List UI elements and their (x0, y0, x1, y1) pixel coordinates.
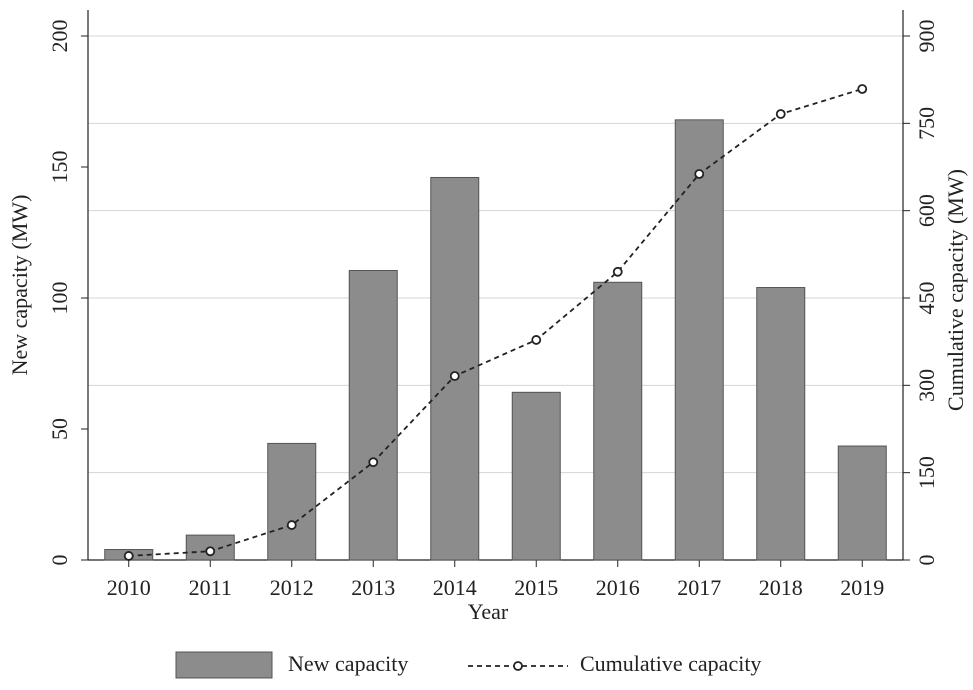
y2-tick-label: 0 (914, 555, 939, 566)
line-point (205, 546, 216, 557)
bar (267, 442, 317, 561)
x-tick-label: 2010 (107, 575, 151, 600)
x-tick-label: 2012 (270, 575, 314, 600)
x-tick-label: 2011 (189, 575, 232, 600)
x-tick-label: 2016 (596, 575, 640, 600)
y2-axis-label: Cumulative capacity (MW) (943, 169, 968, 411)
line-point (449, 371, 460, 381)
line-point (123, 551, 134, 561)
line-point (612, 266, 623, 277)
bar (511, 391, 561, 561)
x-tick-label: 2013 (351, 575, 395, 600)
legend-marker (513, 661, 523, 671)
x-tick-label: 2018 (759, 575, 803, 600)
y-tick-label: 0 (47, 555, 72, 566)
line-point (775, 109, 786, 119)
line-point (857, 84, 868, 94)
y-tick-label: 200 (47, 20, 72, 53)
y2-tick-label: 300 (914, 369, 939, 402)
line-point (531, 335, 542, 345)
y-tick-label: 150 (47, 151, 72, 184)
x-tick-label: 2017 (677, 575, 721, 600)
y2-tick-label: 150 (914, 456, 939, 489)
y2-tick-label: 600 (914, 194, 939, 227)
bar (348, 269, 398, 561)
y-axis-label: New capacity (MW) (7, 195, 32, 376)
x-tick-label: 2019 (840, 575, 884, 600)
line-point (286, 520, 297, 530)
line-point (694, 169, 705, 179)
x-axis-label: Year (468, 599, 509, 624)
bar (837, 445, 887, 561)
y-tick-label: 50 (47, 418, 72, 440)
y-tick-label: 100 (47, 282, 72, 315)
x-tick-label: 2014 (433, 575, 477, 600)
y2-tick-label: 450 (914, 282, 939, 315)
legend-label: Cumulative capacity (580, 651, 761, 676)
bar (674, 119, 724, 561)
bar (756, 287, 806, 561)
x-tick-label: 2015 (514, 575, 558, 600)
line (128, 88, 863, 557)
y2-tick-label: 750 (914, 107, 939, 140)
y2-tick-label: 900 (914, 20, 939, 53)
line-point (368, 457, 379, 468)
bar (593, 281, 643, 561)
legend-label: New capacity (288, 651, 408, 676)
legend-swatch (175, 651, 273, 679)
